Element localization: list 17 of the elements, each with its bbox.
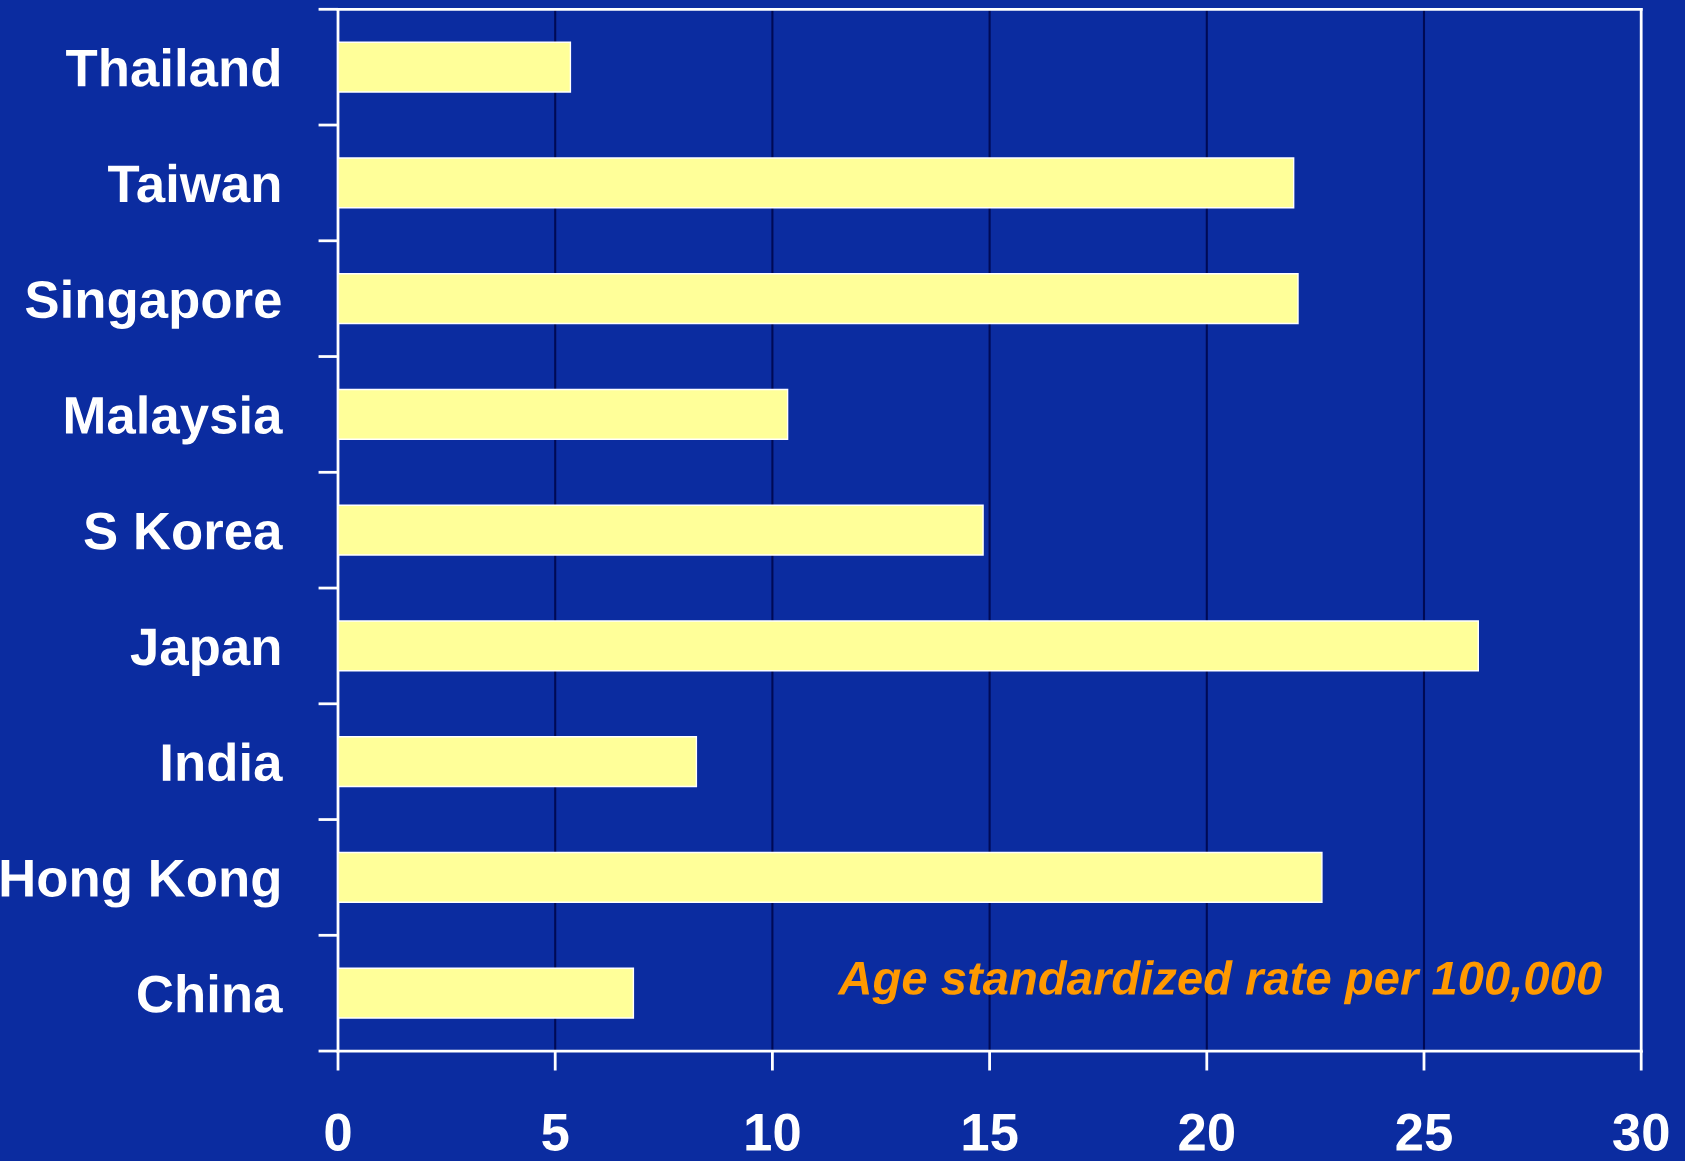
x-tick-label: 5 bbox=[542, 1114, 569, 1151]
y-tick-label: Hong Kong bbox=[1, 860, 279, 908]
x-tick-label: 0 bbox=[325, 1113, 351, 1151]
y-tick-label: Japan bbox=[130, 628, 280, 676]
x-tick-label: 10 bbox=[746, 1113, 800, 1151]
y-tick-label: S Korea bbox=[84, 512, 283, 550]
x-tick-label: 25 bbox=[1396, 1113, 1452, 1151]
y-tick-label: Malaysia bbox=[65, 395, 283, 445]
y-tick-label: India bbox=[162, 742, 283, 782]
x-tick-label: 15 bbox=[963, 1114, 1018, 1151]
x-tick-label: 20 bbox=[1179, 1113, 1234, 1151]
y-tick-label: Thailand bbox=[66, 48, 279, 87]
y-tick-label: Singapore bbox=[25, 279, 281, 329]
x-tick-label: 30 bbox=[1613, 1113, 1669, 1152]
annotation: Age standardized rate per 100,000 bbox=[837, 960, 1602, 1005]
y-tick-label: China bbox=[138, 974, 283, 1013]
y-tick-label: Taiwan bbox=[108, 163, 280, 203]
